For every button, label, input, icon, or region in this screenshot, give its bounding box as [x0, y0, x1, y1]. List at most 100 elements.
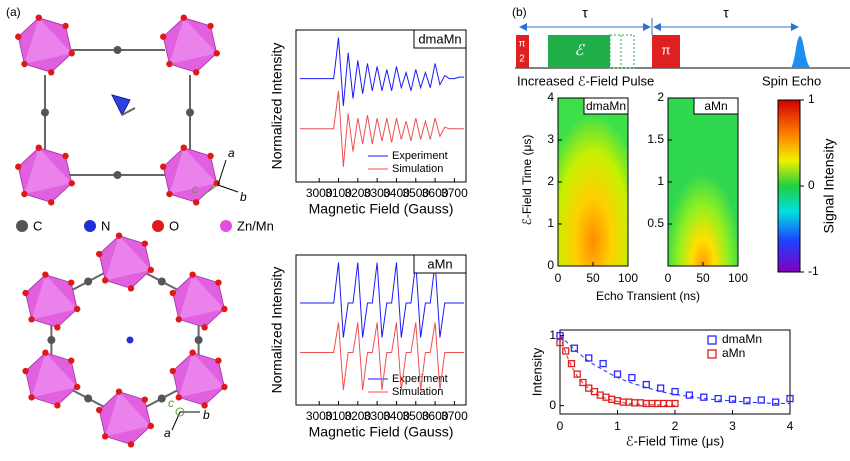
x-tick-label: 3500: [402, 409, 429, 423]
point: [700, 393, 708, 401]
oxygen-atom: [166, 60, 173, 68]
oxygen-atom: [115, 388, 123, 395]
plot-frame: [295, 254, 467, 406]
legend-atom: [152, 220, 164, 232]
oxygen-atom: [141, 240, 149, 247]
x-tick-label: 4: [787, 419, 794, 433]
title-box: [413, 254, 467, 274]
chart-title: dmaMn: [586, 99, 626, 113]
oxygen-atom: [42, 271, 49, 278]
pulse-label: π: [662, 42, 671, 57]
point: [671, 387, 679, 396]
carbon-atom: [41, 108, 49, 117]
oxygen-atom: [62, 22, 69, 30]
oxygen-atom: [189, 271, 196, 278]
title-box: [583, 97, 629, 115]
legend-marker: [707, 335, 717, 345]
oxygen-atom: [127, 441, 135, 448]
dma-molecule: [111, 94, 131, 117]
y-tick-label: 0.5: [647, 216, 664, 230]
oxygen-atom: [189, 349, 196, 356]
y-tick-label: -1: [808, 264, 819, 278]
oxygen-atom: [96, 406, 103, 414]
oxygen-atom: [180, 144, 187, 151]
oxygen-atom: [21, 60, 28, 68]
oxygen-atom: [28, 394, 35, 401]
carbon-atom: [157, 277, 166, 286]
x-tick-label: 50: [586, 271, 600, 285]
point: [757, 396, 765, 404]
pulse-label: π: [519, 39, 526, 50]
oxygen-atom: [221, 305, 228, 313]
x-tick-label: 3000: [306, 186, 333, 200]
colorbar: [777, 99, 801, 273]
oxygen-atom: [68, 50, 75, 57]
oxygen-atom: [67, 357, 75, 364]
point: [636, 399, 645, 407]
octahedron-face: [105, 391, 151, 437]
axis-glyph-label: c: [168, 396, 174, 410]
plot-frame: [295, 29, 467, 183]
carbon-atom: [157, 394, 166, 403]
oxygen-atom: [22, 367, 29, 375]
point: [786, 394, 794, 403]
x-tick-label: 3300: [364, 186, 391, 200]
oxygen-atom: [67, 279, 75, 286]
point: [656, 384, 665, 392]
octahedron-face: [24, 17, 72, 65]
axis-glyph-label: b: [240, 190, 247, 204]
oxygen-atom: [207, 152, 214, 160]
heatmap-xlabel: Echo Transient (ns): [596, 289, 700, 303]
oxygen-atom: [127, 285, 135, 292]
crystal-structure: [15, 14, 228, 448]
tau-label: τ: [582, 5, 588, 21]
octahedron-face: [169, 17, 217, 65]
oxygen-atom: [169, 367, 177, 375]
legend-atom: [84, 220, 96, 232]
octahedron-face: [24, 147, 72, 195]
legend-label: Experiment: [392, 150, 448, 162]
octahedron-face: [105, 235, 151, 281]
oxygen-atom: [215, 279, 222, 286]
oxygen-atom: [68, 180, 75, 187]
oxygen-atom: [180, 14, 187, 21]
y-tick-label: 1: [808, 92, 815, 106]
octahedron-face: [178, 352, 225, 398]
point: [613, 370, 622, 378]
oxygen-atom: [175, 394, 183, 401]
y-tick-label: 4: [547, 90, 554, 104]
x-tick-label: 3700: [441, 186, 468, 200]
axis-glyph-label: a: [228, 146, 235, 160]
x-tick-label: 3600: [422, 186, 449, 200]
y-tick-label: 0: [549, 398, 556, 412]
legend-label: O: [169, 218, 179, 233]
point: [567, 359, 576, 368]
x-tick-label: 3100: [325, 409, 352, 423]
oxygen-atom: [35, 14, 42, 21]
carbon-atom: [194, 336, 203, 344]
pulse-caption: Increased ℰ-Field Pulse: [517, 73, 654, 88]
oxygen-atom: [166, 190, 173, 198]
oxygen-atom: [54, 324, 61, 331]
carbon-atom: [84, 394, 93, 403]
heatmap: [557, 97, 629, 267]
oxygen-atom: [207, 22, 214, 30]
x-tick-label: 3200: [344, 409, 371, 423]
x-tick-label: 3: [729, 419, 736, 433]
spectrum-line: [299, 37, 465, 107]
legend-label: Zn/Mn: [237, 218, 274, 233]
x-tick-label: 100: [728, 271, 748, 285]
point: [579, 378, 587, 387]
point: [743, 397, 751, 405]
point: [642, 380, 650, 389]
legend-label: C: [33, 218, 42, 233]
panel-label: (b): [512, 5, 527, 19]
x-tick-label: 3600: [422, 409, 449, 423]
panel-label: (a): [6, 5, 21, 19]
oxygen-atom: [42, 349, 49, 356]
point: [771, 398, 780, 406]
x-tick-label: 100: [618, 271, 638, 285]
y-axis-label: Intensity: [529, 347, 544, 396]
carbon-atom: [47, 336, 56, 344]
